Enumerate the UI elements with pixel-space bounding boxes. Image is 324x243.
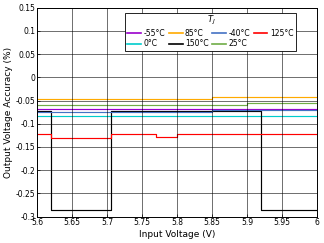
25°C	[245, 104, 249, 107]
150°C	[260, 109, 263, 112]
150°C	[109, 109, 113, 112]
125°C	[154, 132, 158, 135]
150°C	[49, 109, 53, 112]
150°C	[109, 208, 113, 211]
150°C	[35, 109, 39, 112]
Y-axis label: Output Voltage Accuracy (%): Output Voltage Accuracy (%)	[4, 47, 13, 178]
125°C	[109, 132, 113, 135]
Line: 150°C: 150°C	[37, 111, 318, 210]
25°C	[245, 101, 249, 104]
150°C	[316, 208, 319, 211]
125°C	[316, 132, 319, 135]
Line: 125°C: 125°C	[37, 134, 318, 138]
Line: 25°C: 25°C	[37, 103, 318, 105]
125°C	[49, 136, 53, 139]
85°C	[316, 95, 319, 98]
Legend: -55°C, 0°C, 85°C, 150°C, -40°C, 25°C, 125°C: -55°C, 0°C, 85°C, 150°C, -40°C, 25°C, 12…	[125, 13, 295, 51]
150°C	[49, 208, 53, 211]
-40°C	[316, 108, 319, 111]
-40°C	[35, 111, 39, 114]
25°C	[35, 104, 39, 107]
X-axis label: Input Voltage (V): Input Voltage (V)	[139, 230, 215, 239]
125°C	[35, 132, 39, 135]
125°C	[49, 132, 53, 135]
125°C	[175, 132, 179, 135]
125°C	[175, 135, 179, 138]
-40°C	[210, 111, 214, 114]
125°C	[154, 135, 158, 138]
150°C	[260, 208, 263, 211]
85°C	[210, 98, 214, 101]
Line: -40°C: -40°C	[37, 110, 318, 112]
85°C	[210, 95, 214, 98]
125°C	[109, 136, 113, 139]
-40°C	[210, 108, 214, 111]
Line: 85°C: 85°C	[37, 97, 318, 99]
85°C	[35, 98, 39, 101]
25°C	[316, 101, 319, 104]
